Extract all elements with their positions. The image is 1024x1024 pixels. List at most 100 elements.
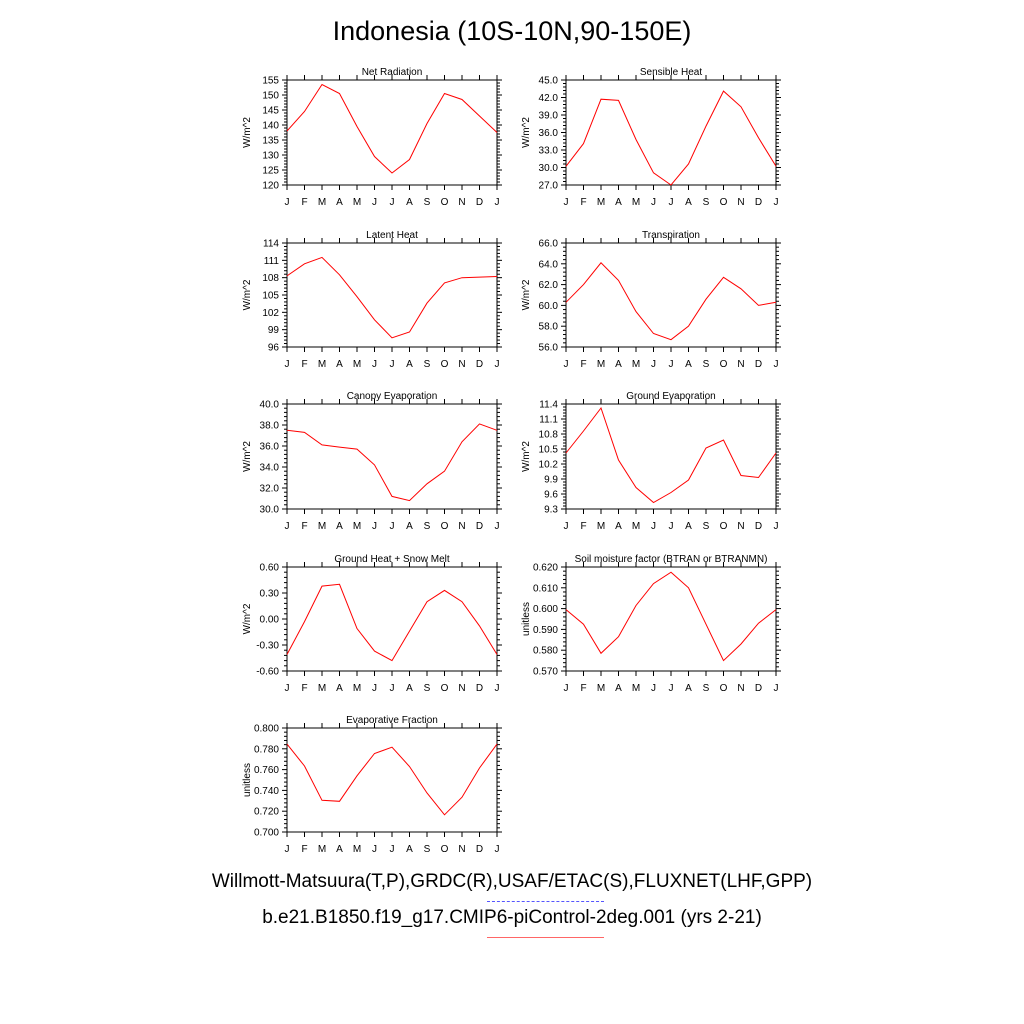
x-tick-label: J bbox=[372, 521, 377, 532]
x-tick-label: F bbox=[301, 844, 307, 855]
x-tick-label: M bbox=[632, 521, 640, 532]
x-tick-label: J bbox=[651, 521, 656, 532]
legend-model-label: b.e21.B1850.f19_g17.CMIP6-piControl-2deg… bbox=[262, 907, 762, 928]
x-tick-label: A bbox=[615, 197, 622, 208]
series-line bbox=[286, 256, 498, 339]
x-tick-label: S bbox=[424, 683, 431, 694]
x-tick-label: N bbox=[458, 197, 465, 208]
y-tick-label: 135 bbox=[262, 136, 279, 147]
y-tick-label: 11.4 bbox=[539, 400, 558, 411]
panel-title: Ground Heat + Snow Melt bbox=[334, 554, 450, 565]
x-tick-label: A bbox=[336, 844, 343, 855]
x-tick-label: F bbox=[580, 197, 586, 208]
x-tick-label: D bbox=[755, 359, 762, 370]
x-tick-label: M bbox=[318, 359, 326, 370]
chart-panel: Evaporative Fraction unitless 0.700 0.720 0.… bbox=[242, 715, 502, 855]
x-tick-label: F bbox=[580, 683, 586, 694]
y-tick-label: 10.8 bbox=[539, 430, 559, 441]
x-tick-label: S bbox=[424, 197, 431, 208]
x-tick-label: J bbox=[390, 683, 395, 694]
x-tick-label: M bbox=[318, 683, 326, 694]
y-tick-label: 27.0 bbox=[539, 181, 559, 192]
series-line bbox=[286, 583, 498, 662]
y-tick-label: 36.0 bbox=[539, 128, 559, 139]
y-tick-label: 140 bbox=[262, 121, 279, 132]
x-tick-label: O bbox=[441, 521, 449, 532]
x-tick-label: M bbox=[597, 197, 605, 208]
x-tick-label: J bbox=[564, 521, 569, 532]
x-tick-label: O bbox=[720, 683, 728, 694]
x-tick-label: O bbox=[441, 359, 449, 370]
y-tick-label: 105 bbox=[262, 291, 279, 302]
x-tick-label: J bbox=[669, 197, 674, 208]
x-tick-label: A bbox=[336, 359, 343, 370]
x-tick-label: J bbox=[372, 844, 377, 855]
y-tick-label: -0.30 bbox=[256, 641, 279, 652]
y-axis-label: W/m^2 bbox=[521, 441, 532, 472]
panel-title: Transpiration bbox=[642, 230, 700, 241]
y-tick-label: 62.0 bbox=[539, 280, 559, 291]
x-tick-label: M bbox=[318, 521, 326, 532]
y-tick-label: 32.0 bbox=[260, 484, 280, 495]
y-tick-label: 39.0 bbox=[539, 111, 559, 122]
panel-title: Ground Evaporation bbox=[626, 391, 716, 402]
x-tick-label: M bbox=[353, 359, 361, 370]
x-tick-label: S bbox=[703, 359, 710, 370]
x-tick-label: N bbox=[458, 521, 465, 532]
y-tick-label: 0.00 bbox=[260, 615, 280, 626]
x-tick-label: A bbox=[685, 521, 692, 532]
x-tick-label: A bbox=[685, 683, 692, 694]
chart-panel: Soil moisture factor (BTRAN or BTRANMN) u… bbox=[521, 554, 781, 694]
x-tick-label: D bbox=[755, 521, 762, 532]
y-tick-label: 0.600 bbox=[533, 604, 558, 615]
y-tick-label: 40.0 bbox=[260, 400, 280, 411]
x-tick-label: J bbox=[390, 359, 395, 370]
series-line bbox=[565, 262, 777, 341]
y-tick-label: 130 bbox=[262, 151, 279, 162]
y-tick-label: 0.780 bbox=[254, 744, 279, 755]
x-tick-label: A bbox=[336, 197, 343, 208]
x-tick-label: J bbox=[495, 521, 500, 532]
y-axis-label: W/m^2 bbox=[521, 117, 532, 148]
x-tick-label: M bbox=[597, 683, 605, 694]
x-tick-label: N bbox=[737, 521, 744, 532]
x-tick-label: J bbox=[651, 359, 656, 370]
x-tick-label: N bbox=[737, 359, 744, 370]
x-tick-label: J bbox=[669, 521, 674, 532]
x-tick-label: S bbox=[703, 197, 710, 208]
series-line bbox=[286, 83, 498, 174]
x-tick-label: J bbox=[390, 521, 395, 532]
y-tick-label: 0.590 bbox=[533, 625, 558, 636]
y-tick-label: 0.800 bbox=[254, 724, 279, 735]
y-tick-label: 96 bbox=[268, 343, 280, 354]
x-tick-label: J bbox=[651, 197, 656, 208]
x-tick-label: J bbox=[669, 683, 674, 694]
y-tick-label: 34.0 bbox=[260, 463, 280, 474]
y-tick-label: 120 bbox=[262, 181, 279, 192]
series-line bbox=[565, 90, 777, 186]
legend-observations-swatch bbox=[487, 901, 604, 902]
y-tick-label: 11.1 bbox=[539, 415, 558, 426]
x-tick-label: O bbox=[441, 683, 449, 694]
y-tick-label: 108 bbox=[262, 273, 279, 284]
x-tick-label: J bbox=[372, 683, 377, 694]
x-tick-label: M bbox=[353, 683, 361, 694]
chart-panel: Canopy Evaporation W/m^2 30.0 32.0 34.0 36.0 3… bbox=[242, 391, 502, 532]
y-axis-label: W/m^2 bbox=[242, 117, 253, 148]
y-tick-label: 38.0 bbox=[260, 421, 280, 432]
x-tick-label: D bbox=[755, 683, 762, 694]
x-tick-label: F bbox=[301, 359, 307, 370]
chart-panel: Sensible Heat W/m^2 27.0 30.0 33.0 36.0 39.0 42… bbox=[521, 67, 781, 208]
y-tick-label: 9.6 bbox=[544, 490, 558, 501]
x-tick-label: S bbox=[703, 521, 710, 532]
x-tick-label: D bbox=[755, 197, 762, 208]
y-tick-label: 0.60 bbox=[260, 563, 280, 574]
y-tick-label: 64.0 bbox=[539, 259, 559, 270]
x-tick-label: J bbox=[495, 844, 500, 855]
plot-frame bbox=[565, 403, 777, 510]
x-tick-label: A bbox=[685, 197, 692, 208]
x-tick-label: J bbox=[390, 197, 395, 208]
x-tick-label: D bbox=[476, 683, 483, 694]
x-tick-label: J bbox=[564, 197, 569, 208]
y-tick-label: 36.0 bbox=[260, 442, 280, 453]
